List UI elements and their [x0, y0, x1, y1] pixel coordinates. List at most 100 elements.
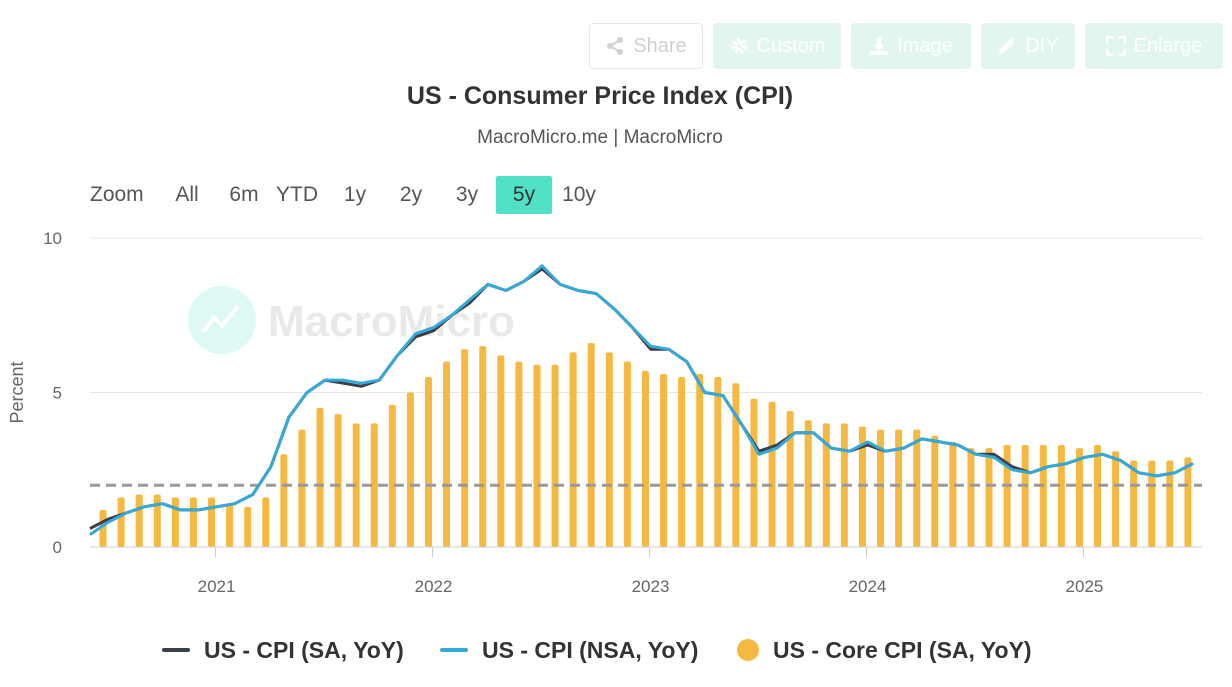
enlarge-label: Enlarge: [1133, 34, 1203, 57]
share-label: Share: [633, 34, 687, 57]
chart-legend: US - CPI (SA, YoY) US - CPI (NSA, YoY) U…: [0, 630, 1232, 670]
zoom-3y-button[interactable]: 3y: [455, 183, 479, 206]
core-cpi-bar: [1148, 460, 1156, 547]
y-tick-label: 10: [43, 229, 62, 248]
y-axis-title: Percent: [7, 361, 27, 423]
cpi-lines: [89, 264, 1194, 536]
core-cpi-bar: [370, 423, 378, 547]
core-cpi-bar: [117, 497, 125, 547]
core-cpi-bar: [949, 441, 957, 547]
core-cpi-bar: [660, 373, 668, 547]
core-cpi-bar: [678, 377, 686, 547]
chart-subtitle: MacroMicro.me | MacroMicro: [477, 127, 723, 148]
core-cpi-bar: [786, 411, 794, 547]
zoom-1y-button[interactable]: 1y: [343, 183, 367, 206]
core-cpi-bar: [1112, 451, 1120, 547]
zoom-all-button[interactable]: All: [175, 183, 199, 206]
core-cpi-bar: [913, 429, 921, 547]
image-download-button[interactable]: Image: [851, 23, 971, 69]
watermark-logo-icon: [188, 286, 256, 354]
legend-label-nsa: US - CPI (NSA, YoY): [482, 636, 699, 663]
core-cpi-bar: [750, 398, 758, 547]
core-cpi-bar: [153, 494, 161, 547]
core-cpi-bar: [623, 361, 631, 547]
core-cpi-bar: [696, 373, 704, 547]
x-tick-label: 2024: [849, 577, 887, 596]
zoom-5y-button[interactable]: 5y: [496, 176, 552, 214]
diy-button[interactable]: DIY: [981, 23, 1075, 69]
core-cpi-bar: [262, 497, 270, 547]
core-cpi-bar: [298, 429, 306, 547]
core-cpi-bar: [931, 435, 939, 547]
core-cpi-bar: [877, 429, 885, 547]
legend-label-sa: US - CPI (SA, YoY): [204, 636, 404, 663]
core-cpi-bar: [461, 349, 469, 547]
zoom-ytd-button[interactable]: YTD: [276, 183, 318, 206]
pencil-icon: [999, 38, 1016, 54]
core-cpi-bar: [732, 383, 740, 547]
legend-line-nsa: [440, 648, 468, 652]
legend-dot-core: [737, 639, 759, 661]
core-cpi-bar: [425, 377, 433, 547]
core-cpi-bar: [1166, 460, 1174, 547]
core-cpi-bar: [858, 426, 866, 547]
core-cpi-bar: [171, 497, 179, 547]
zoom-label: Zoom: [90, 183, 144, 206]
core-cpi-bar: [587, 343, 595, 547]
y-tick-label: 5: [53, 384, 62, 403]
core-cpi-bar: [135, 494, 143, 547]
zoom-6m-button[interactable]: 6m: [229, 183, 259, 206]
axes: 0 5 10 2021 2022 2023 2024 2025: [43, 229, 1202, 596]
core-cpi-bar: [804, 420, 812, 547]
core-cpi-bar: [497, 355, 505, 547]
core-cpi-bar: [1184, 457, 1192, 547]
custom-button[interactable]: Custom: [713, 23, 841, 69]
core-cpi-bar: [443, 361, 451, 547]
legend-label-core: US - Core CPI (SA, YoY): [773, 636, 1032, 663]
core-cpi-bar: [316, 407, 324, 547]
enlarge-button[interactable]: Enlarge: [1085, 23, 1223, 69]
legend-line-sa: [162, 648, 190, 652]
cpi-chart: MacroMicro 0 5 10 2021 2022 2023 2024 2025 Perc…: [7, 229, 1202, 596]
core-cpi-bar: [1057, 445, 1065, 547]
core-cpi-bar: [985, 448, 993, 547]
x-tick-label: 2023: [632, 577, 670, 596]
core-cpi-bar: [605, 352, 613, 547]
share-icon: [607, 37, 624, 55]
core-cpi-bar: [99, 509, 107, 547]
core-cpi-bar: [967, 448, 975, 547]
core-cpi-bar: [1130, 460, 1138, 547]
core-cpi-bar: [714, 377, 722, 547]
core-cpi-bar: [768, 401, 776, 547]
core-cpi-bar: [334, 414, 342, 547]
core-cpi-bar: [189, 497, 197, 547]
chart-title: US - Consumer Price Index (CPI): [406, 82, 794, 110]
diy-label: DIY: [1025, 34, 1059, 57]
core-cpi-bar: [352, 423, 360, 547]
core-cpi-bar: [280, 454, 288, 547]
core-cpi-bar: [406, 392, 414, 547]
core-cpi-bar: [1021, 445, 1029, 547]
custom-label: Custom: [756, 34, 826, 57]
x-tick-label: 2021: [198, 577, 236, 596]
zoom-10y-button[interactable]: 10y: [562, 183, 596, 206]
core-cpi-bar: [1003, 445, 1011, 547]
core-cpi-bar: [533, 364, 541, 547]
watermark-text: MacroMicro: [268, 297, 515, 346]
x-tick-label: 2022: [415, 577, 453, 596]
zoom-2y-button[interactable]: 2y: [399, 183, 423, 206]
legend-item-cpi-sa[interactable]: US - CPI (SA, YoY): [162, 630, 404, 670]
core-cpi-bar: [388, 404, 396, 547]
share-button[interactable]: Share: [589, 23, 703, 69]
legend-item-cpi-nsa[interactable]: US - CPI (NSA, YoY): [440, 630, 698, 670]
core-cpi-bar: [569, 352, 577, 547]
image-label: Image: [897, 34, 953, 57]
watermark-logo-mark: [201, 304, 240, 334]
cpi-nsa-line: [89, 264, 1194, 536]
x-tick-label: 2025: [1066, 577, 1104, 596]
core-cpi-bar: [1039, 445, 1047, 547]
core-cpi-bar: [1094, 445, 1102, 547]
core-cpi-bar: [641, 370, 649, 547]
legend-item-core-cpi[interactable]: US - Core CPI (SA, YoY): [737, 630, 1032, 670]
core-cpi-bar: [551, 364, 559, 547]
